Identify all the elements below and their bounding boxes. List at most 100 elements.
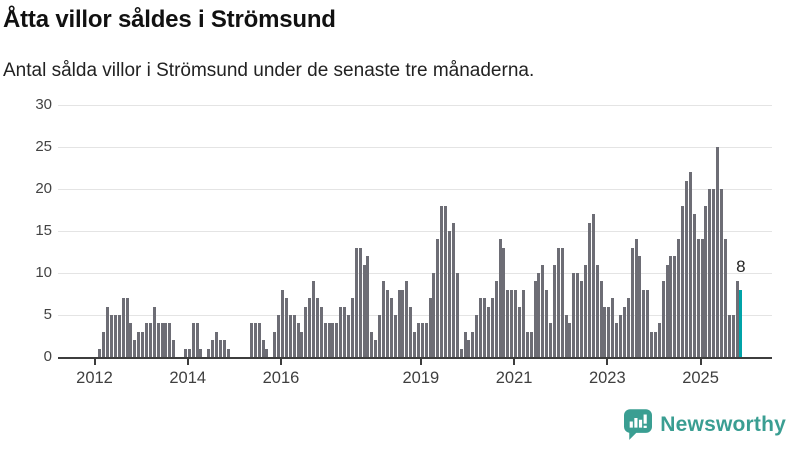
bar: [253, 323, 257, 357]
bar: [622, 306, 626, 357]
gridline: [58, 231, 772, 232]
bar: [424, 323, 428, 357]
bar: [560, 247, 564, 357]
bar: [607, 306, 611, 357]
bar: [459, 348, 463, 357]
x-axis-tick-label: 2019: [402, 369, 440, 387]
x-axis-tick-label: 2012: [76, 369, 113, 387]
bar: [564, 315, 568, 357]
bar: [420, 323, 424, 357]
bar: [222, 340, 226, 357]
y-axis-tick-label: 20: [35, 180, 52, 197]
bar: [211, 340, 215, 357]
bar: [145, 323, 148, 357]
gridline: [58, 147, 772, 148]
bar: [537, 273, 541, 357]
bar: [280, 289, 284, 357]
bar: [284, 298, 288, 357]
x-axis-tick: [93, 359, 96, 365]
x-axis-tick: [606, 359, 609, 365]
bar: [716, 147, 720, 357]
bar: [723, 239, 727, 357]
bar: [669, 256, 673, 357]
bar: [704, 205, 708, 357]
bar: [719, 189, 723, 357]
bar: [514, 289, 518, 357]
x-axis-tick: [699, 359, 702, 365]
bar: [541, 264, 545, 357]
bar: [599, 281, 603, 357]
bar: [611, 298, 615, 357]
bar: [545, 289, 549, 357]
bar: [323, 323, 327, 357]
bar: [657, 323, 661, 357]
brand-name: Newsworthy: [660, 413, 786, 436]
y-axis-tick-label: 30: [35, 96, 52, 113]
bar: [199, 348, 203, 357]
bar: [467, 340, 471, 357]
brand-footer[interactable]: Newsworthy: [624, 408, 786, 442]
bar: [479, 298, 483, 357]
bar: [141, 331, 145, 357]
bar: [448, 231, 452, 357]
bar: [172, 340, 176, 357]
bar: [129, 323, 133, 357]
bar: [106, 306, 110, 357]
bar: [261, 340, 265, 357]
bar: [463, 331, 467, 357]
gridline: [58, 273, 772, 274]
x-axis-tick-label: 2016: [262, 369, 300, 387]
bar: [436, 239, 440, 357]
bar: [191, 323, 195, 357]
newsworthy-logo-icon: [624, 409, 653, 440]
bar-value-label: 8: [736, 256, 746, 276]
bar: [618, 315, 622, 357]
bar: [490, 298, 494, 357]
bar: [152, 306, 156, 357]
chart-subtitle: Antal sålda villor i Strömsund under de …: [3, 60, 535, 81]
bar: [110, 315, 114, 357]
bar: [125, 298, 129, 357]
bar: [312, 281, 316, 357]
bar: [712, 189, 716, 357]
bar: [249, 323, 253, 357]
bar: [568, 323, 572, 357]
bar: [331, 323, 335, 357]
bar: [397, 289, 401, 357]
bar: [650, 331, 654, 357]
bar: [292, 315, 296, 357]
bar: [113, 315, 117, 357]
y-axis-tick-label: 25: [35, 138, 52, 155]
bar: [642, 289, 646, 357]
bar: [148, 323, 152, 357]
bar: [327, 323, 331, 357]
bar: [510, 289, 514, 357]
bar: [413, 331, 417, 357]
bar: [339, 306, 343, 357]
x-axis-tick: [186, 359, 189, 365]
bar: [584, 264, 587, 357]
bar: [273, 331, 277, 357]
y-axis-tick-label: 5: [43, 306, 52, 323]
bar: [685, 180, 689, 357]
bar: [381, 281, 385, 357]
bar: [370, 331, 374, 357]
bar: [304, 306, 308, 357]
x-axis-tick: [279, 359, 282, 365]
bar: [587, 222, 591, 357]
bar: [646, 289, 650, 357]
bar: [552, 264, 556, 357]
bar: [347, 315, 351, 357]
gridline: [58, 315, 772, 316]
bar: [121, 298, 125, 357]
y-axis-tick-label: 10: [35, 264, 52, 281]
x-axis-line: [58, 357, 772, 359]
bar: [354, 247, 358, 357]
bar: [195, 323, 199, 357]
bar: [393, 315, 397, 357]
bar: [630, 247, 634, 357]
bar: [117, 315, 121, 357]
bar: [308, 298, 312, 357]
bar: [525, 331, 529, 357]
bar: [343, 306, 347, 357]
